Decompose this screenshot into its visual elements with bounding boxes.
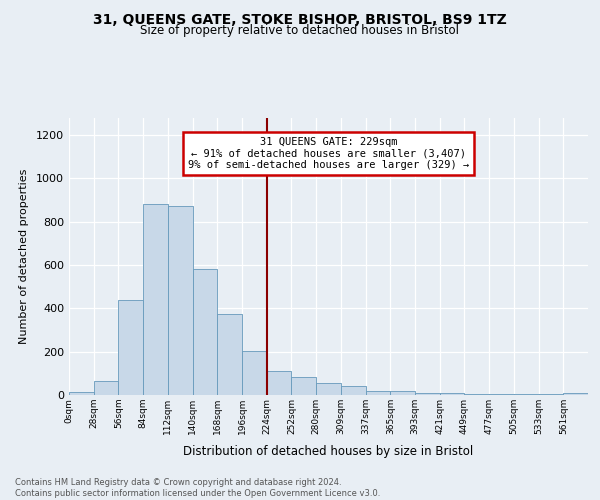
Text: 31 QUEENS GATE: 229sqm
← 91% of detached houses are smaller (3,407)
9% of semi-d: 31 QUEENS GATE: 229sqm ← 91% of detached… (188, 137, 469, 170)
Bar (94, 381, 118, 395)
Text: Size of property relative to detached houses in Bristol: Size of property relative to detached ho… (140, 24, 460, 37)
Bar (267, 371, 292, 395)
Text: 31, QUEENS GATE, STOKE BISHOP, BRISTOL, BS9 1TZ: 31, QUEENS GATE, STOKE BISHOP, BRISTOL, … (93, 12, 507, 26)
Bar (514, 394, 539, 395)
Bar (390, 392, 415, 395)
Y-axis label: Number of detached properties: Number of detached properties (19, 168, 29, 344)
Bar (464, 394, 489, 395)
Bar (168, 206, 193, 395)
X-axis label: Distribution of detached houses by size in Bristol: Distribution of detached houses by size … (184, 446, 473, 458)
Bar (489, 394, 514, 395)
Text: Contains HM Land Registry data © Crown copyright and database right 2024.
Contai: Contains HM Land Registry data © Crown c… (15, 478, 380, 498)
Bar (341, 386, 365, 395)
Bar (563, 393, 588, 395)
Bar (440, 394, 464, 395)
Bar (539, 394, 563, 395)
Bar (143, 204, 168, 395)
Bar (217, 314, 242, 395)
Bar (193, 270, 217, 395)
Bar (292, 377, 316, 395)
Bar (242, 350, 267, 395)
Bar (415, 393, 440, 395)
Bar (316, 383, 341, 395)
Bar (69, 392, 94, 395)
Bar (118, 300, 143, 395)
Bar (365, 390, 390, 395)
